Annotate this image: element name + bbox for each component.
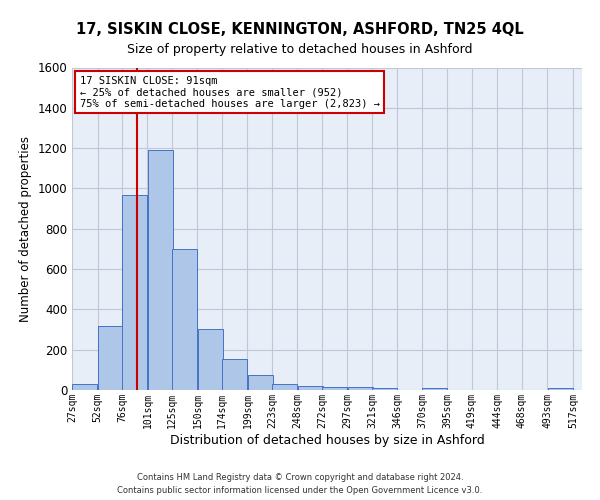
Bar	[122, 195, 147, 390]
Bar	[72, 384, 97, 390]
Text: 17 SISKIN CLOSE: 91sqm
← 25% of detached houses are smaller (952)
75% of semi-de: 17 SISKIN CLOSE: 91sqm ← 25% of detached…	[80, 76, 380, 109]
Bar	[198, 328, 223, 390]
Y-axis label: Number of detached properties: Number of detached properties	[19, 136, 32, 322]
Bar	[422, 388, 447, 390]
Text: Contains HM Land Registry data © Crown copyright and database right 2024.
Contai: Contains HM Land Registry data © Crown c…	[118, 474, 482, 495]
Text: Size of property relative to detached houses in Ashford: Size of property relative to detached ho…	[127, 42, 473, 56]
Bar	[347, 387, 373, 390]
Bar	[148, 150, 173, 390]
Bar	[248, 376, 272, 390]
Bar	[298, 386, 323, 390]
Bar	[98, 326, 123, 390]
Bar	[272, 384, 297, 390]
Bar	[322, 387, 347, 390]
Text: 17, SISKIN CLOSE, KENNINGTON, ASHFORD, TN25 4QL: 17, SISKIN CLOSE, KENNINGTON, ASHFORD, T…	[76, 22, 524, 38]
Bar	[548, 388, 572, 390]
Bar	[372, 388, 397, 390]
Bar	[222, 360, 247, 390]
Bar	[172, 249, 197, 390]
X-axis label: Distribution of detached houses by size in Ashford: Distribution of detached houses by size …	[170, 434, 484, 446]
